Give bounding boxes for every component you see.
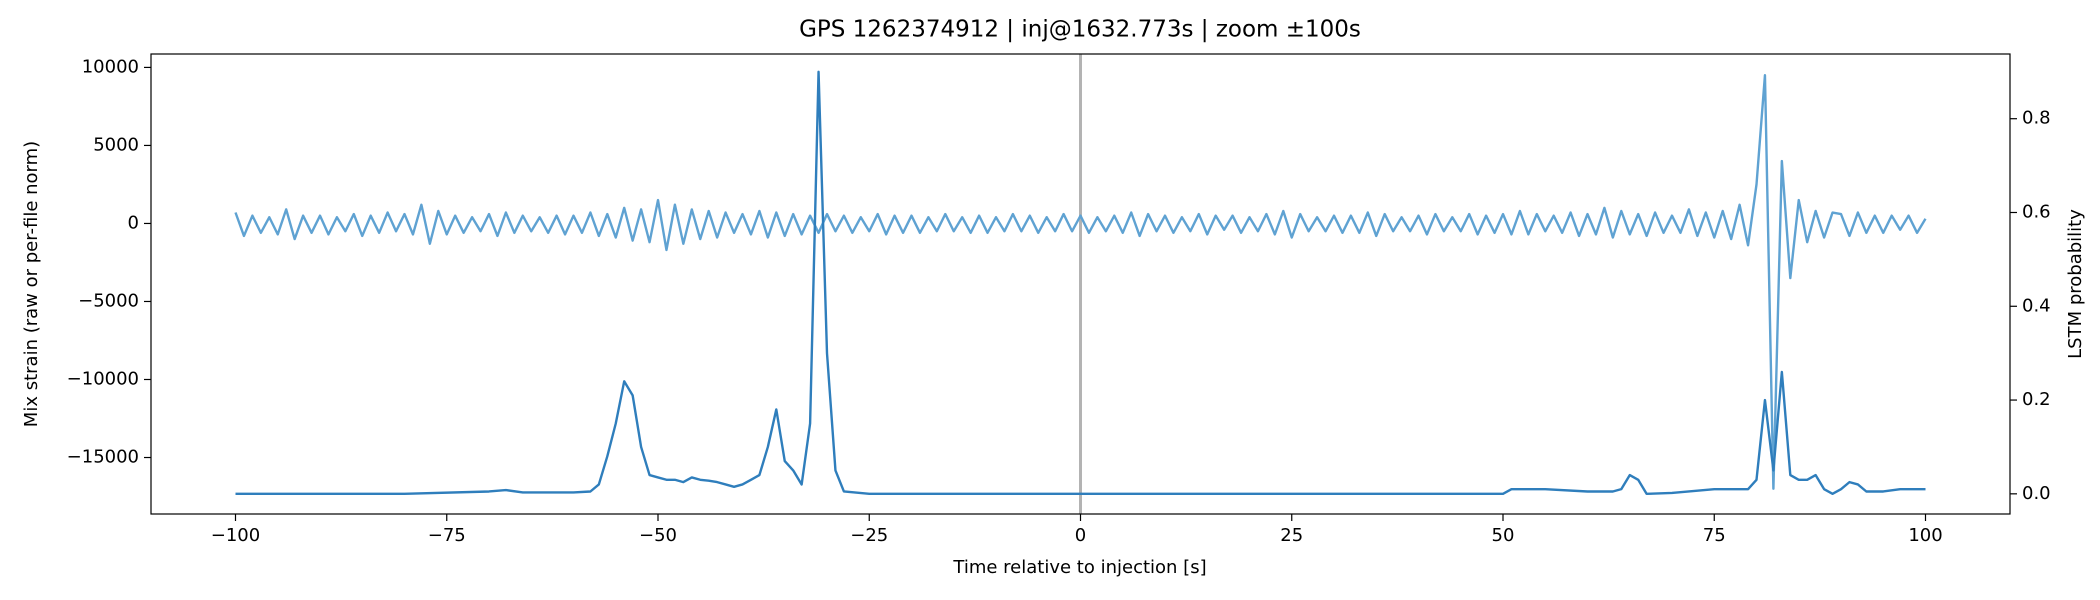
x-tick-label: −25 — [850, 525, 888, 546]
data-line — [235, 70, 1926, 496]
y2-tick-label: 0.2 — [2022, 389, 2051, 410]
y-tick-label: 5000 — [93, 134, 139, 155]
data-line — [234, 74, 1927, 490]
y-axis-label: Mix strain (raw or per-file norm) — [21, 141, 42, 427]
x-tick-label: −50 — [639, 525, 677, 546]
y-tick-label: −15000 — [67, 447, 139, 468]
y-tick-label: −5000 — [78, 290, 139, 311]
y2-tick-label: 0.4 — [2022, 295, 2051, 316]
y-tick-label: −10000 — [67, 368, 139, 389]
x-tick-label: 75 — [1703, 525, 1726, 546]
y2-tick-label: 0.0 — [2022, 483, 2051, 504]
x-tick-label: 50 — [1492, 525, 1515, 546]
x-tick-label: 100 — [1908, 525, 1942, 546]
chart-title: GPS 1262374912 | inj@1632.773s | zoom ±1… — [799, 17, 1361, 43]
y2-tick-label: 0.8 — [2022, 108, 2051, 129]
plot-frame — [150, 53, 2011, 515]
x-axis-label: Time relative to injection [s] — [952, 557, 1206, 578]
x-tick-label: −75 — [428, 525, 466, 546]
y-tick-label: 10000 — [82, 56, 139, 77]
y-tick-label: 0 — [128, 212, 139, 233]
x-tick-label: 25 — [1280, 525, 1303, 546]
y2-tick-label: 0.6 — [2022, 201, 2051, 222]
x-tick-label: 0 — [1075, 525, 1086, 546]
y2-axis-label: LSTM probability — [2065, 209, 2086, 359]
x-tick-label: −100 — [211, 525, 260, 546]
